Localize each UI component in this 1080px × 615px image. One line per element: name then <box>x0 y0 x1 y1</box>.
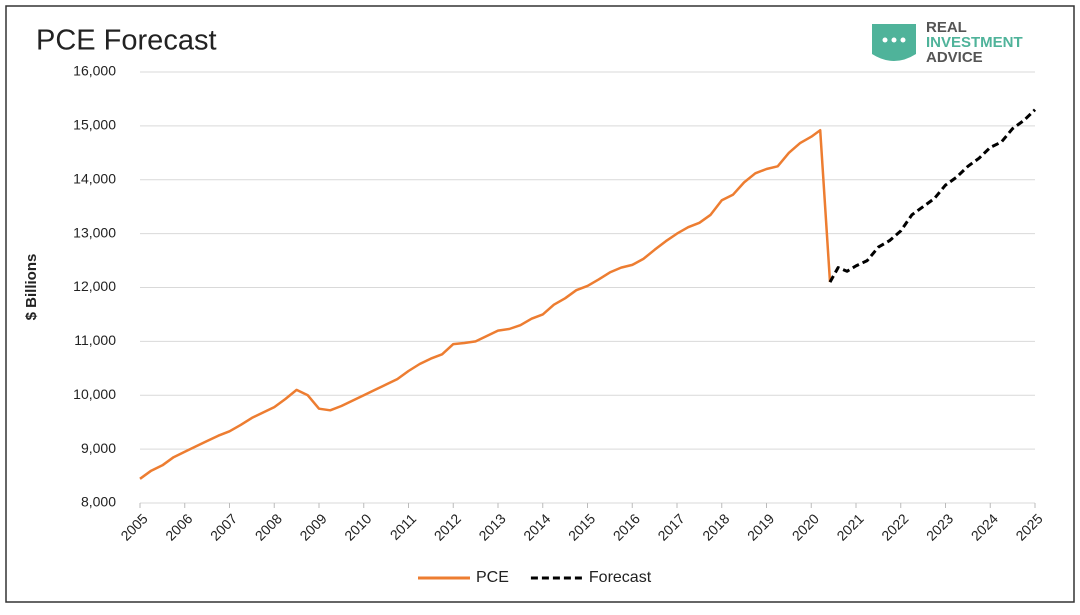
y-tick-label: 16,000 <box>73 63 116 79</box>
y-tick-label: 15,000 <box>73 117 116 133</box>
line-series <box>828 108 1037 283</box>
legend-label: Forecast <box>589 569 652 586</box>
y-tick-label: 8,000 <box>81 494 116 510</box>
y-tick-label: 14,000 <box>73 170 116 186</box>
line-series <box>139 128 832 480</box>
y-tick-label: 10,000 <box>73 386 116 402</box>
logo-dot <box>900 37 906 43</box>
chart-title: PCE Forecast <box>36 25 217 57</box>
logo-text: REAL <box>926 19 967 36</box>
logo-text: INVESTMENT <box>926 34 1023 51</box>
y-tick-label: 13,000 <box>73 224 116 240</box>
y-axis-label: $ Billions <box>23 254 40 321</box>
logo-dot <box>891 37 897 43</box>
y-tick-label: 11,000 <box>74 332 116 348</box>
y-tick-label: 9,000 <box>81 440 116 456</box>
legend-label: PCE <box>476 569 509 586</box>
logo-dot <box>882 37 888 43</box>
y-tick-label: 12,000 <box>73 278 116 294</box>
logo-text: ADVICE <box>926 49 983 66</box>
logo: REAL INVESTMENT ADVICE <box>872 19 1023 66</box>
